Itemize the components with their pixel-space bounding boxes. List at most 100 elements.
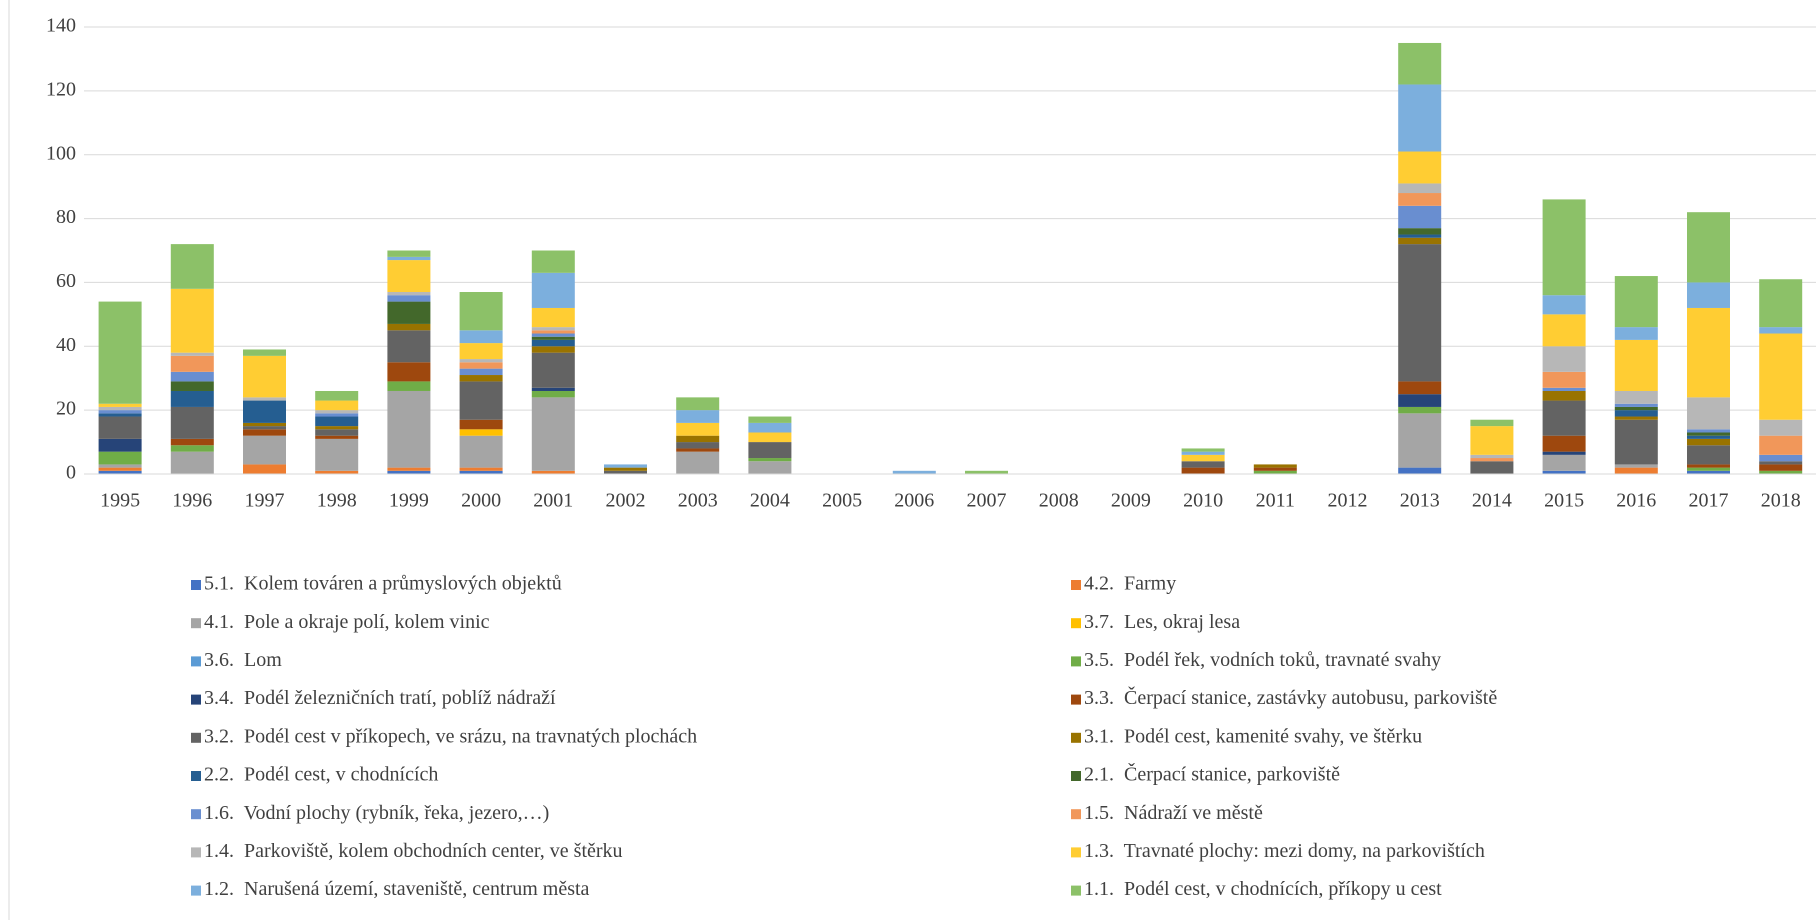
bar-segment [748, 422, 792, 433]
bar-segment [243, 349, 286, 356]
bar-segment [315, 429, 359, 436]
bar-segment [676, 448, 720, 452]
legend-swatch [191, 618, 201, 629]
bar-segment [387, 381, 431, 391]
legend-swatch [191, 732, 201, 743]
bar-segment [1398, 205, 1442, 229]
bar-segment [315, 435, 359, 439]
legend-label: 2.1. Čerpací stanice, parkoviště [1084, 762, 1340, 786]
bar-segment [459, 381, 503, 420]
bar-segment [170, 371, 214, 382]
bar-segment [98, 438, 142, 452]
bar-segment [98, 403, 142, 407]
x-tick-label: 2008 [1039, 490, 1079, 512]
bar-segment [459, 435, 503, 468]
legend-label: 1.4. Parkoviště, kolem obchodních center… [204, 840, 623, 862]
legend-swatch [1071, 580, 1081, 590]
bar-segment [676, 422, 720, 436]
bar-segment [1614, 410, 1658, 417]
bar-segment [1470, 461, 1514, 474]
bar-segment [1542, 199, 1586, 296]
legend-label: 2.2. Podél cest, v chodnících [204, 764, 438, 786]
bar-segment [170, 288, 214, 353]
bar-segment [1759, 454, 1803, 462]
bar-segment [531, 352, 575, 388]
legend-label: 5.1. Kolem továren a průmyslových objekt… [204, 573, 562, 595]
bar-segment [1470, 454, 1514, 459]
x-tick-label: 1996 [172, 490, 212, 512]
legend-label: 3.1. Podél cest, kamenité svahy, ve štěr… [1084, 725, 1422, 747]
bar-segment [459, 419, 503, 430]
bar-segment [315, 400, 359, 411]
bar-segment [459, 429, 503, 436]
legend-swatch [191, 847, 201, 858]
bar-segment [1614, 339, 1658, 391]
bar-segment [1759, 461, 1803, 465]
bar-segment [1398, 183, 1442, 194]
bar-segment [243, 429, 286, 436]
bar-segment [315, 438, 359, 471]
bar-segment [98, 451, 142, 465]
bar-segment [1253, 467, 1297, 471]
bar-segment [459, 359, 503, 363]
bar-segment [1253, 464, 1297, 468]
bar-segment [1687, 432, 1730, 436]
y-tick-label: 0 [66, 462, 76, 484]
x-tick-label: 2002 [606, 490, 646, 512]
y-tick-label: 20 [56, 398, 76, 420]
bar-segment [387, 390, 431, 468]
bar-segment [170, 390, 214, 407]
bar-segment [1398, 237, 1442, 245]
bar-segment [1542, 387, 1586, 391]
bar-segment [315, 416, 359, 427]
x-tick-label: 2004 [750, 490, 790, 512]
bar-segment [1542, 454, 1586, 471]
bar-segment [1542, 346, 1586, 372]
bar-segment [748, 461, 792, 474]
legend-label: 1.2. Narušená území, staveniště, centrum… [204, 878, 590, 900]
bar-segment [1759, 279, 1803, 328]
legend-swatch [1071, 694, 1081, 705]
bar-segment [531, 397, 575, 471]
bar-segment [965, 470, 1008, 474]
bar-segment [1398, 84, 1442, 152]
x-tick-label: 2007 [967, 490, 1007, 512]
x-tick-label: 2013 [1400, 490, 1440, 512]
bar-segment [1398, 228, 1442, 235]
legend-swatch [191, 885, 201, 896]
bar-segment [531, 336, 575, 340]
bar-segment [459, 343, 503, 360]
bar-segment [170, 438, 214, 446]
bar-segment [170, 445, 214, 452]
bar-segment [98, 470, 142, 474]
bar-segment [1687, 467, 1730, 471]
bar-segment [748, 442, 792, 459]
x-tick-label: 2016 [1616, 490, 1656, 512]
bar-segment [387, 301, 431, 324]
bar-segment [1759, 419, 1803, 436]
legend-swatch [1071, 885, 1081, 896]
x-tick-label: 2011 [1256, 490, 1295, 512]
bar-segment [387, 260, 431, 293]
bar-segment [387, 362, 431, 382]
bar-segment [387, 467, 431, 471]
x-tick-label: 2012 [1328, 490, 1368, 512]
bar-segment [315, 426, 359, 430]
bar-segment [531, 327, 575, 331]
bar-segment [459, 368, 503, 376]
legend-label: 3.6. Lom [204, 649, 282, 671]
bar-segment [531, 346, 575, 353]
bar-segment [459, 470, 503, 474]
bar-segment [459, 375, 503, 382]
legend-label: 1.1. Podél cest, v chodnících, příkopy u… [1084, 878, 1442, 900]
bar-segment [1614, 419, 1658, 465]
x-tick-label: 1997 [245, 490, 285, 512]
bar-segment [531, 387, 575, 391]
bar-segment [1759, 327, 1803, 334]
bar-segment [1398, 193, 1442, 206]
bar-segment [1759, 333, 1803, 420]
bar-segment [676, 397, 720, 411]
bar-segment [1687, 282, 1730, 308]
bar-segment [243, 426, 286, 430]
bar-segment [98, 410, 142, 414]
